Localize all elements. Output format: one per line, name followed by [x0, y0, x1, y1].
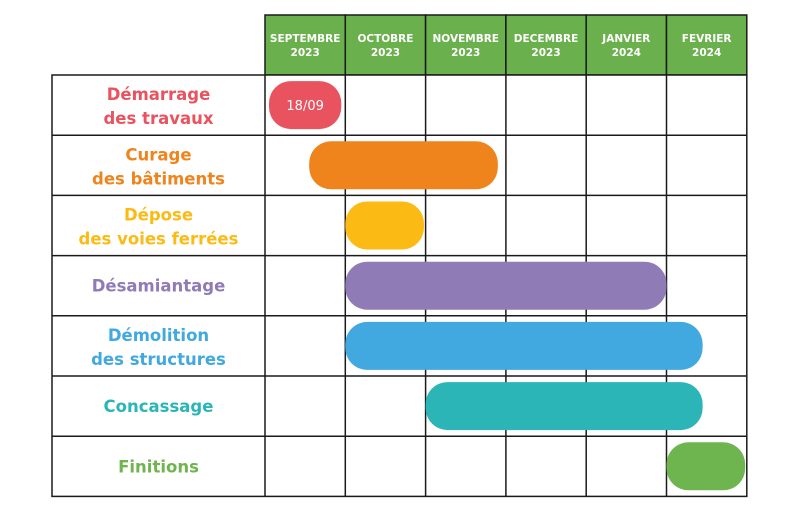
task-label-line2: des structures	[91, 350, 226, 369]
task-bar	[345, 201, 424, 250]
month-header-cell	[424, 14, 507, 76]
task-bar-label: 18/09	[286, 99, 323, 114]
month-year-label: 2023	[451, 47, 480, 59]
task-label-line2: des voies ferrées	[79, 230, 239, 249]
month-header-cell	[505, 14, 587, 76]
task-label: Dépose	[124, 206, 193, 225]
task-bar	[269, 81, 342, 130]
task-bar	[666, 442, 746, 491]
month-header-cell	[585, 14, 668, 76]
month-year-label: 2023	[291, 47, 320, 59]
month-label: JANVIER	[601, 33, 650, 45]
task-label: Curage	[125, 145, 191, 164]
month-year-label: 2024	[692, 47, 721, 59]
month-label: SEPTEMBRE	[270, 33, 340, 45]
month-label: NOVEMBRE	[433, 33, 499, 45]
month-label: FEVRIER	[682, 33, 732, 45]
task-label: Démolition	[108, 326, 209, 345]
month-year-label: 2023	[371, 47, 400, 59]
month-header-cell	[264, 14, 347, 76]
task-label: Concassage	[104, 397, 214, 416]
task-bar	[425, 382, 703, 431]
task-label: Finitions	[118, 457, 199, 476]
month-header-cell	[344, 14, 427, 76]
task-label: Démarrage	[107, 85, 211, 104]
task-label: Désamiantage	[92, 277, 226, 296]
month-label: OCTOBRE	[357, 33, 413, 45]
month-year-label: 2024	[612, 47, 641, 59]
month-label: DECEMBRE	[514, 33, 578, 45]
task-bar	[345, 321, 703, 370]
task-bar	[345, 261, 667, 310]
task-label-line2: des bâtiments	[92, 169, 225, 188]
task-label-line2: des travaux	[103, 109, 213, 128]
month-header-cell	[665, 14, 748, 76]
month-year-label: 2023	[531, 47, 560, 59]
task-bar	[309, 141, 498, 190]
